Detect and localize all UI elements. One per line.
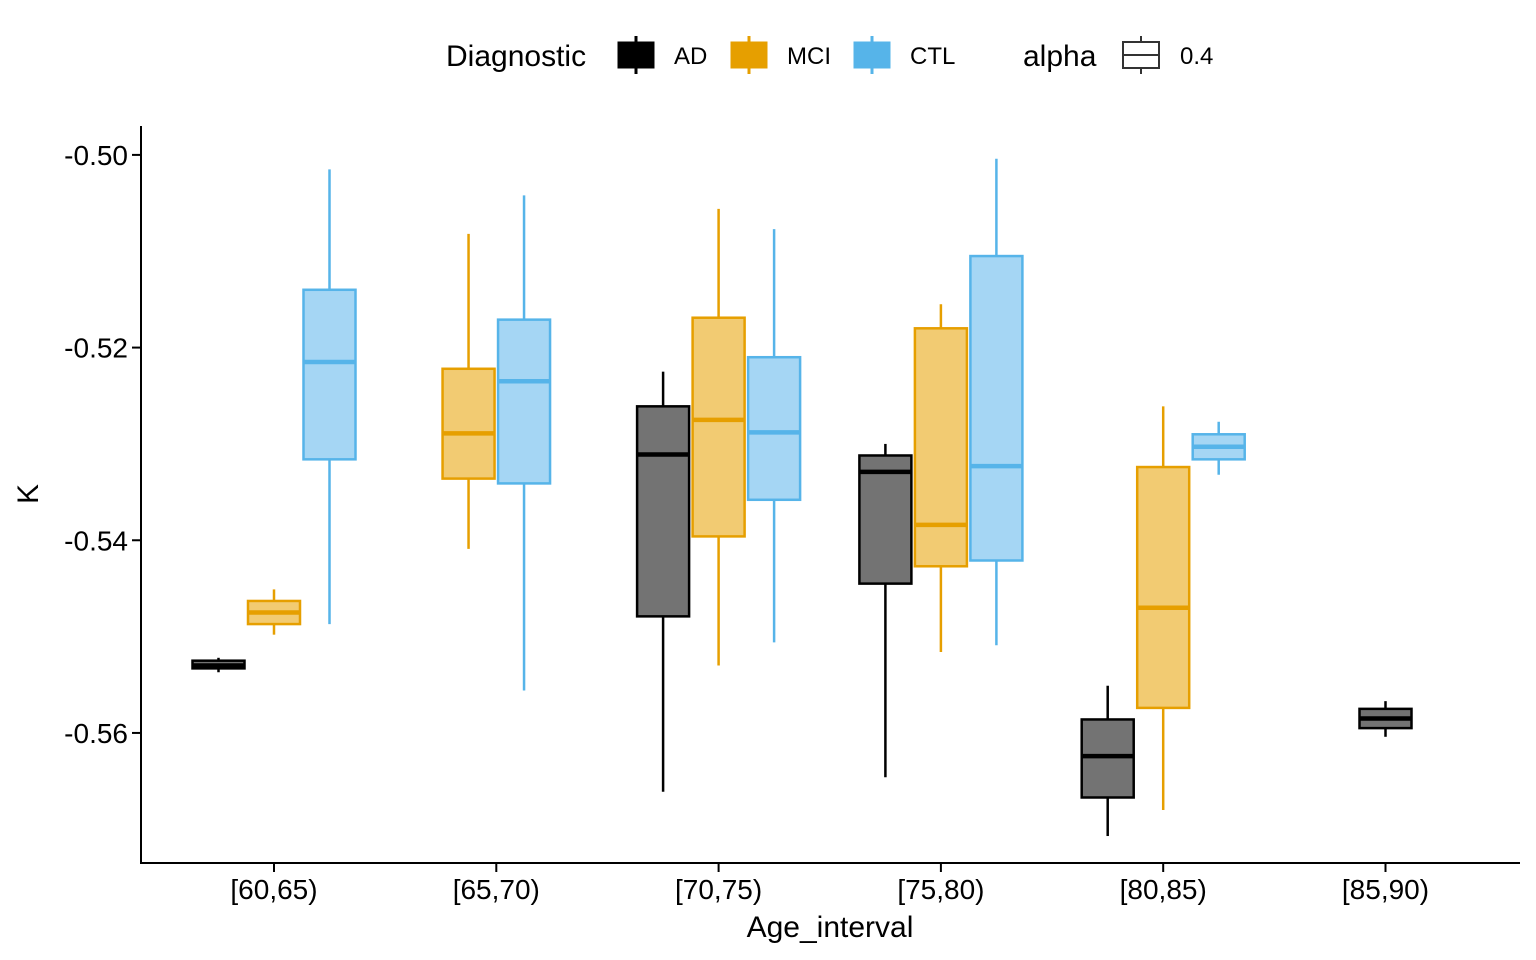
iqr-box-mci — [441, 367, 496, 480]
box-ctl — [1191, 421, 1246, 475]
x-tick-label: [85,90) — [1342, 874, 1429, 905]
iqr-box-ctl — [746, 355, 802, 502]
legend-title-alpha: alpha — [1023, 40, 1097, 73]
legend-key-ad-swatch — [617, 41, 655, 69]
legend-label-ctl: CTL — [910, 43, 955, 70]
iqr-box-ctl — [496, 318, 552, 485]
box-ctl — [496, 195, 552, 691]
iqr-box-mci — [691, 316, 746, 538]
legend: Diagnostic AD MCI CTL alpha 0.4 — [446, 36, 1213, 74]
y-tick-label: -0.56 — [64, 718, 128, 749]
x-tick-label: [70,75) — [675, 874, 762, 905]
x-tick-label: [75,80) — [897, 874, 984, 905]
iqr-box-ad — [858, 454, 913, 585]
x-tick-label: [65,70) — [453, 874, 540, 905]
iqr-box-ad — [1080, 718, 1135, 799]
y-tick-label: -0.52 — [64, 333, 128, 364]
box-plot-marks — [191, 158, 1413, 837]
legend-key-ad — [617, 36, 655, 74]
legend-key-ctl — [853, 36, 891, 74]
box-ad — [635, 371, 691, 792]
legend-key-mci — [730, 36, 768, 74]
y-axis-ticks: -0.50 -0.52 -0.54 -0.56 — [64, 140, 141, 749]
x-tick-label: [60,65) — [230, 874, 317, 905]
box-ad — [191, 657, 246, 673]
iqr-box-mci — [913, 327, 969, 568]
legend-label-mci: MCI — [787, 43, 831, 70]
legend-label-alpha-value: 0.4 — [1180, 43, 1213, 70]
box-ad — [1358, 701, 1413, 737]
iqr-box-ad — [635, 405, 691, 618]
x-axis-ticks: [60,65) [65,70) [70,75) [75,80) [80,85) [85,9… — [230, 863, 1429, 905]
box-ctl — [746, 229, 802, 643]
y-axis-title: K — [12, 484, 45, 504]
box-mci — [691, 208, 746, 666]
iqr-box-mci — [1135, 465, 1191, 710]
legend-label-ad: AD — [674, 43, 707, 70]
box-mci — [913, 304, 969, 653]
x-axis-title: Age_interval — [747, 911, 914, 944]
y-tick-label: -0.54 — [64, 525, 128, 556]
x-tick-label: [80,85) — [1120, 874, 1207, 905]
box-ctl — [302, 169, 357, 625]
legend-key-ctl-swatch — [853, 41, 891, 69]
legend-title-diagnostic: Diagnostic — [446, 40, 586, 73]
box-ctl — [969, 158, 1024, 646]
legend-key-mci-swatch — [730, 41, 768, 69]
iqr-box-ctl — [302, 288, 357, 461]
box-mci — [246, 589, 302, 635]
box-mci — [1135, 406, 1191, 811]
box-mci — [441, 233, 496, 549]
box-ad — [858, 443, 913, 778]
y-tick-label: -0.50 — [64, 140, 128, 171]
legend-key-alpha — [1122, 36, 1160, 74]
iqr-box-ctl — [969, 254, 1024, 562]
box-ad — [1080, 685, 1135, 837]
